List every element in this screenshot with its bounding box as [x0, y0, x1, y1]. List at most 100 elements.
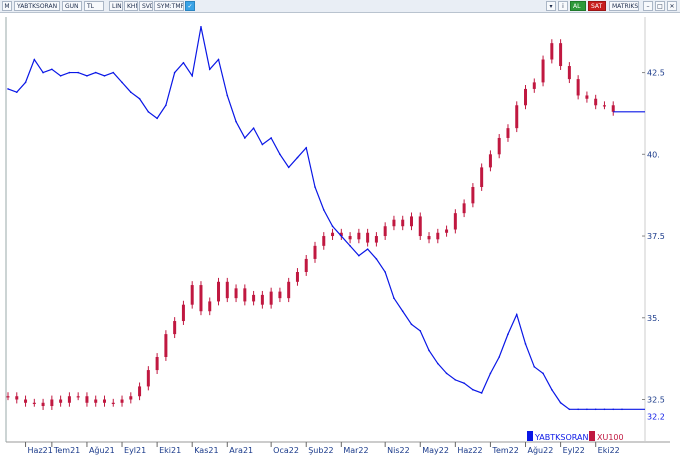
xu100-candle-body	[348, 236, 352, 240]
x-tick-label: Ağu21	[89, 446, 115, 455]
symbol-button[interactable]: YABTKSORAN	[14, 1, 60, 11]
yabtksoran-point	[472, 388, 474, 391]
yabtksoran-point	[103, 75, 106, 77]
yabtksoran-point	[340, 235, 343, 237]
xu100-candle-body	[24, 399, 28, 403]
yabtksoran-point	[498, 356, 501, 358]
xu100-candle-body	[488, 154, 492, 168]
xu100-candle-body	[208, 301, 212, 312]
yabtksoran-point	[489, 372, 492, 375]
yabtksoran-point	[138, 97, 141, 100]
yabtksoran-point	[542, 372, 544, 375]
x-tick-label: Eyl22	[563, 446, 585, 455]
volume-button[interactable]: SVD	[139, 1, 153, 11]
yabtksoran-point	[191, 75, 193, 77]
yabtksoran-point	[410, 323, 413, 326]
menu-button[interactable]: M	[2, 1, 12, 11]
template-button[interactable]: SYM:TMP	[154, 1, 184, 11]
yabtksoran-point	[112, 71, 115, 74]
x-tick-label: Şub22	[308, 446, 333, 455]
xu100-candle-body	[190, 285, 194, 305]
currency-button[interactable]: TL	[84, 1, 104, 11]
xu100-candle-body	[515, 105, 519, 129]
xu100-candle-body	[15, 396, 19, 400]
line-type-button[interactable]: LIN	[109, 1, 123, 11]
yabtksoran-point	[305, 146, 308, 149]
yabtksoran-point	[358, 254, 360, 257]
yabtksoran-point	[524, 343, 527, 345]
y-axis: 32.5 35. 37.5 40. 42.5	[642, 69, 665, 405]
grid	[5, 17, 670, 443]
xu100-candle-body	[67, 396, 71, 403]
yabtksoran-point	[463, 382, 465, 384]
x-tick-label: Ağu22	[528, 446, 554, 455]
candle-type-button[interactable]: KHN	[124, 1, 138, 11]
xu100-candle-body	[611, 105, 615, 112]
yabtksoran-point	[349, 245, 351, 247]
yabtksoran-point	[182, 61, 185, 64]
twitter-icon[interactable]: ✓	[185, 1, 195, 11]
info-icon[interactable]: i	[558, 1, 568, 11]
xu100-candles	[6, 39, 615, 410]
yabtksoran-point	[401, 310, 404, 313]
legend-swatch-yabtksoran	[527, 431, 533, 441]
x-tick-label: Ara21	[229, 446, 253, 455]
x-tick-label: Eyl21	[124, 446, 146, 455]
xu100-candle-body	[313, 245, 317, 259]
yabtksoran-point	[252, 127, 255, 129]
xu100-candle-body	[138, 386, 142, 397]
yabtksoran-point	[331, 225, 334, 228]
xu100-candle-body	[287, 281, 291, 299]
yabtksoran-point	[24, 81, 27, 84]
yabtksoran-point	[322, 209, 325, 211]
toolbar: M YABTKSORAN GUN TL LIN KHN SVD SYM:TMP …	[0, 0, 680, 13]
yabtksoran-point	[559, 401, 562, 404]
xu100-candle-body	[269, 291, 273, 305]
period-button[interactable]: GUN	[62, 1, 82, 11]
xu100-candle-body	[260, 294, 264, 305]
yabtksoran-point	[147, 111, 150, 113]
yabtksoran-point	[314, 186, 316, 188]
xu100-candle-body	[234, 288, 238, 299]
xu100-candle-body	[550, 43, 554, 60]
yabtksoran-point	[270, 137, 272, 139]
y-tick-label: 32.5	[647, 396, 665, 405]
xu100-candle-body	[524, 88, 528, 106]
x-tick-label: Eki21	[159, 446, 181, 455]
x-tick-label: May22	[422, 446, 449, 455]
xu100-candle-body	[453, 213, 457, 230]
xu100-candle-body	[331, 232, 335, 237]
dropdown-icon[interactable]: ▾	[546, 1, 556, 11]
xu100-candle-body	[173, 321, 177, 335]
xu100-candle-body	[85, 396, 89, 403]
legend-label-xu100: XU100	[597, 433, 624, 442]
yabtksoran-point	[42, 71, 44, 74]
yabtksoran-point	[121, 81, 123, 84]
yabtksoran-point	[235, 120, 237, 123]
buy-button[interactable]: AL	[570, 1, 586, 11]
xu100-candle-body	[602, 105, 606, 107]
yabtksoran-point	[612, 408, 615, 411]
xu100-candle-body	[225, 281, 229, 299]
x-tick-label: Haz21	[28, 446, 53, 455]
yabtksoran-point	[208, 68, 211, 71]
xu100-candle-body	[50, 399, 54, 407]
sell-button[interactable]: SAT	[588, 1, 606, 11]
xu100-candle-body	[462, 203, 466, 214]
yabtksoran-point	[366, 248, 369, 250]
legend: YABTKSORAN XU100	[527, 431, 624, 442]
yabtksoran-point	[393, 297, 395, 299]
xu100-candle-body	[199, 285, 203, 312]
x-tick-label: Haz22	[457, 446, 482, 455]
xu100-candle-body	[252, 294, 256, 302]
xu100-candle-body	[480, 167, 484, 187]
xu100-candle-body	[427, 236, 431, 240]
close-icon[interactable]: ✕	[667, 1, 677, 11]
xu100-candle-body	[576, 79, 580, 96]
maximize-icon[interactable]: □	[655, 1, 665, 11]
minimize-icon[interactable]: –	[643, 1, 653, 11]
matriks-button[interactable]: MATRIKS	[609, 1, 639, 11]
yabtksoran-point	[200, 26, 202, 28]
xu100-candle-body	[59, 399, 63, 403]
